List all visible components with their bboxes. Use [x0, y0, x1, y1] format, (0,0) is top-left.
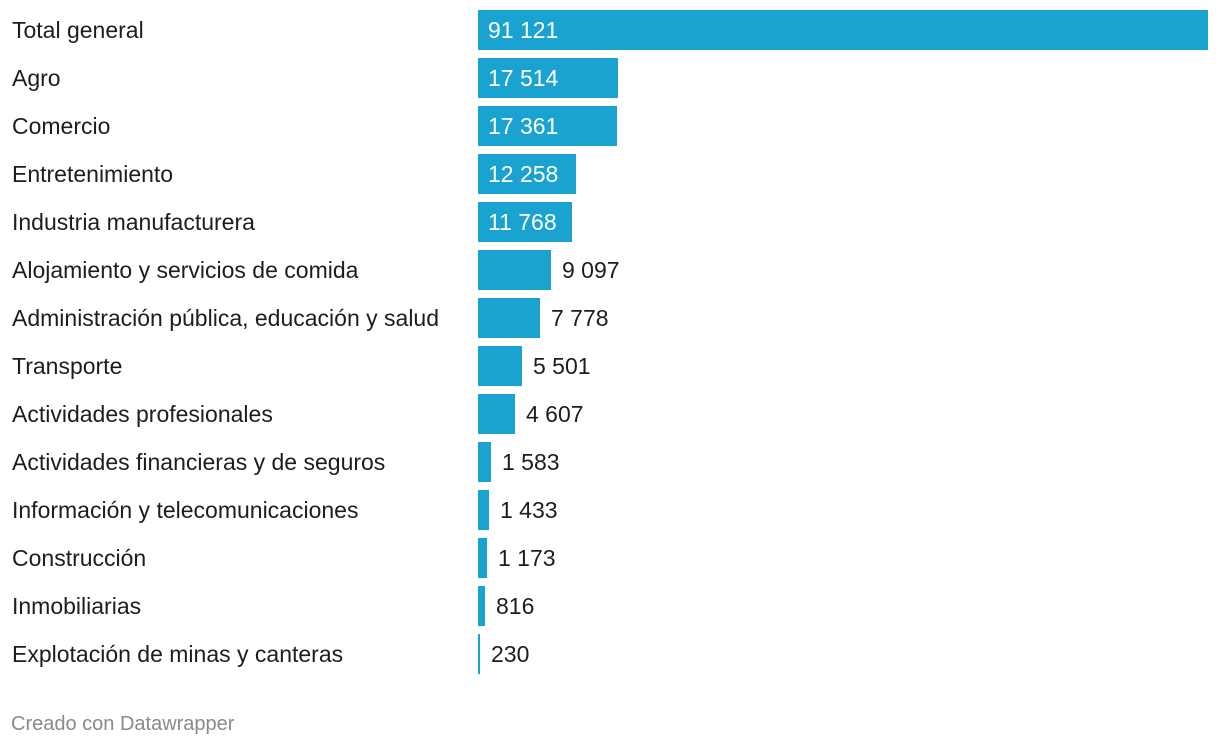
bar [478, 490, 489, 530]
category-label: Información y telecomunicaciones [12, 497, 359, 523]
bar-row: Industria manufacturera 11 768 [0, 202, 1220, 242]
bar-row: Inmobiliarias 816 [0, 586, 1220, 626]
bar-row: Información y telecomunicaciones 1 433 [0, 490, 1220, 530]
category-label: Total general [12, 17, 144, 43]
category-label: Transporte [12, 353, 123, 379]
bar [478, 250, 551, 290]
bar [478, 394, 515, 434]
bar [478, 538, 487, 578]
bar [478, 58, 618, 98]
bar [478, 202, 572, 242]
category-label: Construcción [12, 545, 147, 571]
value-label: 17 514 [488, 65, 559, 91]
bar-row: Agro 17 514 [0, 58, 1220, 98]
bar-chart: Total general 91 121 Agro 17 514 Comercio 17 … [0, 10, 1220, 674]
bar [478, 442, 491, 482]
chart-credit: Creado con Datawrapper [11, 713, 235, 735]
category-label: Explotación de minas y canteras [12, 641, 344, 667]
value-label: 1 583 [502, 449, 560, 475]
category-label: Alojamiento y servicios de comida [12, 257, 359, 283]
category-label: Entretenimiento [12, 161, 174, 187]
bar-row: Actividades profesionales 4 607 [0, 394, 1220, 434]
bar-row: Total general 91 121 [0, 10, 1220, 50]
category-label: Industria manufacturera [12, 209, 255, 235]
bar-row: Construcción 1 173 [0, 538, 1220, 578]
bar-row: Explotación de minas y canteras 230 [0, 634, 1220, 674]
bar-row: Entretenimiento 12 258 [0, 154, 1220, 194]
value-label: 4 607 [526, 401, 584, 427]
bar [478, 106, 617, 146]
value-label: 91 121 [488, 17, 559, 43]
bar-row: Alojamiento y servicios de comida 9 097 [0, 250, 1220, 290]
bar-row: Transporte 5 501 [0, 346, 1220, 386]
value-label: 1 173 [498, 545, 556, 571]
bar-row: Administración pública, educación y salu… [0, 298, 1220, 338]
bar [478, 10, 1208, 50]
bar [478, 586, 485, 626]
category-label: Inmobiliarias [12, 593, 142, 619]
value-label: 9 097 [562, 257, 620, 283]
value-label: 17 361 [488, 113, 559, 139]
value-label: 1 433 [500, 497, 558, 523]
bar [478, 634, 480, 674]
category-label: Comercio [12, 113, 111, 139]
bar [478, 346, 522, 386]
bar-row: Actividades financieras y de seguros 1 58… [0, 442, 1220, 482]
bar [478, 298, 540, 338]
value-label: 12 258 [488, 161, 559, 187]
value-label: 7 778 [551, 305, 609, 331]
value-label: 11 768 [488, 209, 557, 235]
bar-row: Comercio 17 361 [0, 106, 1220, 146]
category-label: Actividades financieras y de seguros [12, 449, 386, 475]
category-label: Agro [12, 65, 61, 91]
category-label: Actividades profesionales [12, 401, 273, 427]
value-label: 816 [496, 593, 535, 619]
bar [478, 154, 576, 194]
category-label: Administración pública, educación y salu… [12, 305, 440, 331]
value-label: 5 501 [533, 353, 591, 379]
value-label: 230 [491, 641, 530, 667]
